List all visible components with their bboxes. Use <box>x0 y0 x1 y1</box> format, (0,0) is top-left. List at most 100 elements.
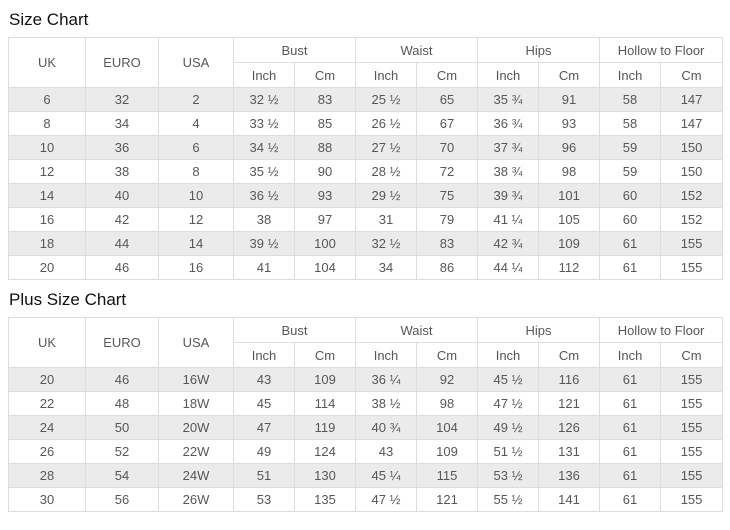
table-cell: 100 <box>293 231 357 256</box>
table-cell: 141 <box>538 487 601 512</box>
plus-size-chart-body: 20 46 16W 43 109 36 ¼ 92 45 ½ 116 61 155 22 48 18W 45 1… <box>8 367 724 512</box>
table-cell: 8 <box>8 111 86 136</box>
table-cell: 155 <box>660 391 724 416</box>
table-cell: 61 <box>599 367 662 392</box>
table-cell: 46 <box>85 367 159 392</box>
col-header-bust-cm: Cm <box>293 342 357 368</box>
table-cell: 72 <box>416 159 479 184</box>
header-row-units: Inch Cm Inch Cm Inch Cm Inch Cm <box>9 62 724 88</box>
table-cell: 150 <box>660 159 724 184</box>
table-cell: 16W <box>158 367 234 392</box>
table-cell: 30 <box>8 487 86 512</box>
table-row: 26 52 22W 49 124 43 109 51 ½ 131 61 155 <box>8 439 724 464</box>
table-row: 16 42 12 38 97 31 79 41 ¼ 105 60 152 <box>8 207 724 232</box>
table-row: 12 38 8 35 ½ 90 28 ½ 72 38 ¾ 98 59 150 <box>8 159 724 184</box>
table-row: 20 46 16W 43 109 36 ¼ 92 45 ½ 116 61 155 <box>8 367 724 392</box>
table-cell: 45 <box>233 391 295 416</box>
col-header-bust-inch: Inch <box>233 342 295 368</box>
table-cell: 97 <box>293 207 357 232</box>
table-cell: 83 <box>416 231 479 256</box>
table-cell: 112 <box>538 255 601 280</box>
table-cell: 20W <box>158 415 234 440</box>
table-cell: 61 <box>599 415 662 440</box>
table-cell: 38 ½ <box>355 391 418 416</box>
table-cell: 14 <box>158 231 234 256</box>
table-cell: 12 <box>8 159 86 184</box>
table-cell: 35 ½ <box>233 159 295 184</box>
table-cell: 40 ¾ <box>355 415 418 440</box>
table-cell: 27 ½ <box>355 135 418 160</box>
table-cell: 44 <box>85 231 159 256</box>
header-row-groups: UK EURO USA Bust Waist Hips Hollow to Fl… <box>8 317 724 368</box>
table-cell: 155 <box>660 487 724 512</box>
table-cell: 28 <box>8 463 86 488</box>
table-cell: 34 <box>355 255 418 280</box>
table-cell: 60 <box>599 183 662 208</box>
table-cell: 25 ½ <box>355 87 418 112</box>
col-header-hips: Hips <box>477 37 601 63</box>
table-cell: 16 <box>8 207 86 232</box>
table-cell: 115 <box>416 463 479 488</box>
col-header-bust-inch: Inch <box>233 62 295 88</box>
table-cell: 60 <box>599 207 662 232</box>
table-cell: 26 <box>8 439 86 464</box>
col-header-hips-cm: Cm <box>538 342 601 368</box>
size-chart-body: 6 32 2 32 ½ 83 25 ½ 65 35 ¾ 91 58 147 8 34 4 33 ½ 85 26 … <box>8 87 724 280</box>
table-cell: 75 <box>416 183 479 208</box>
table-row: 8 34 4 33 ½ 85 26 ½ 67 36 ¾ 93 58 147 <box>8 111 724 136</box>
table-cell: 34 ½ <box>233 135 295 160</box>
table-cell: 32 <box>85 87 159 112</box>
table-cell: 44 ¼ <box>477 255 540 280</box>
table-cell: 61 <box>599 231 662 256</box>
table-cell: 147 <box>660 87 724 112</box>
table-cell: 109 <box>416 439 479 464</box>
col-header-euro: EURO <box>85 37 159 88</box>
table-cell: 45 ¼ <box>355 463 418 488</box>
header-row-groups: UK EURO USA Bust Waist Hips Hollow to Fl… <box>8 37 724 88</box>
table-cell: 38 <box>85 159 159 184</box>
table-cell: 12 <box>158 207 234 232</box>
table-cell: 126 <box>538 415 601 440</box>
table-cell: 58 <box>599 111 662 136</box>
col-header-uk: UK <box>8 317 86 368</box>
table-cell: 20 <box>8 367 86 392</box>
table-cell: 6 <box>158 135 234 160</box>
table-cell: 61 <box>599 255 662 280</box>
table-cell: 88 <box>293 135 357 160</box>
table-cell: 42 ¾ <box>477 231 540 256</box>
table-cell: 31 <box>355 207 418 232</box>
table-cell: 155 <box>660 439 724 464</box>
table-cell: 93 <box>538 111 601 136</box>
table-cell: 61 <box>599 463 662 488</box>
table-cell: 121 <box>416 487 479 512</box>
col-header-hollow-to-floor: Hollow to Floor <box>599 317 724 343</box>
table-cell: 4 <box>158 111 234 136</box>
col-header-usa: USA <box>158 37 234 88</box>
table-cell: 41 <box>233 255 295 280</box>
table-cell: 49 <box>233 439 295 464</box>
table-cell: 26 ½ <box>355 111 418 136</box>
table-cell: 90 <box>293 159 357 184</box>
table-cell: 105 <box>538 207 601 232</box>
table-cell: 42 <box>85 207 159 232</box>
table-cell: 32 ½ <box>233 87 295 112</box>
table-cell: 155 <box>660 231 724 256</box>
col-header-htf-cm: Cm <box>660 62 724 88</box>
col-header-hips-inch: Inch <box>477 342 540 368</box>
col-header-waist-cm: Cm <box>416 342 479 368</box>
col-header-htf-cm: Cm <box>660 342 724 368</box>
table-cell: 18 <box>8 231 86 256</box>
table-cell: 155 <box>660 255 724 280</box>
table-cell: 104 <box>293 255 357 280</box>
col-header-uk: UK <box>8 37 86 88</box>
table-cell: 48 <box>85 391 159 416</box>
col-header-waist: Waist <box>355 37 479 63</box>
table-cell: 20 <box>8 255 86 280</box>
table-cell: 55 ½ <box>477 487 540 512</box>
table-cell: 85 <box>293 111 357 136</box>
table-row: 22 48 18W 45 114 38 ½ 98 47 ½ 121 61 155 <box>8 391 724 416</box>
table-cell: 10 <box>8 135 86 160</box>
col-header-euro: EURO <box>85 317 159 368</box>
table-cell: 36 ¼ <box>355 367 418 392</box>
